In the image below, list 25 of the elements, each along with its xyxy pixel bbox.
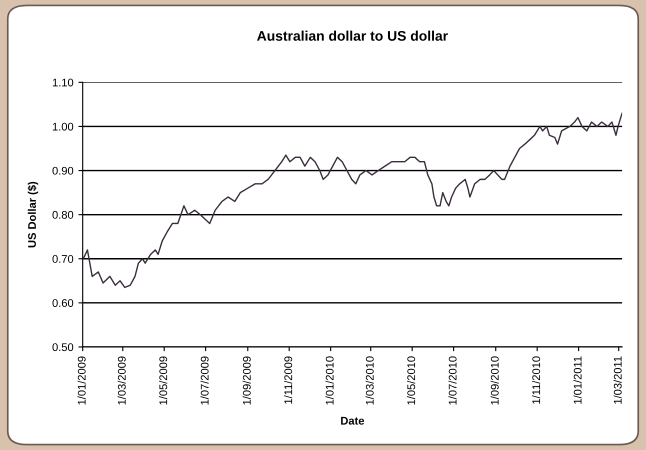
- y-axis-title: US Dollar ($): [28, 182, 38, 248]
- x-tick-label: 1/03/2010: [366, 356, 374, 405]
- x-tick-label: 1/01/2010: [325, 356, 334, 405]
- x-tick-label: 1/11/2009: [284, 356, 292, 404]
- x-tick-label: 1/07/2009: [200, 356, 209, 405]
- y-tick-label: 0.50: [52, 343, 74, 352]
- x-tick-label: 1/05/2010: [407, 356, 416, 405]
- x-tick-label: 1/05/2009: [159, 356, 168, 405]
- x-tick-label: 1/01/2011: [573, 356, 582, 404]
- y-tick-label: 1.00: [52, 122, 74, 131]
- y-tick-label: 0.60: [52, 299, 74, 307]
- y-tick-label: 1.10: [52, 78, 74, 86]
- x-tick-label: 1/09/2010: [490, 356, 499, 405]
- y-tick-label: 0.80: [52, 210, 74, 219]
- line-series: [82, 112, 622, 288]
- chart-title: Australian dollar to US dollar: [257, 30, 448, 41]
- x-tick-label: 1/11/2010: [532, 356, 540, 404]
- x-tick-label: 1/01/2009: [78, 356, 86, 405]
- y-tick-label: 0.70: [52, 255, 74, 263]
- x-tick-label: 1/07/2010: [448, 356, 457, 405]
- x-axis-title: Date: [341, 416, 364, 425]
- x-tick-label: 1/09/2009: [242, 356, 251, 405]
- x-tick-label: 1/03/2011: [614, 356, 622, 404]
- y-tick-label: 0.90: [52, 166, 74, 175]
- x-tick-label: 1/03/2009: [118, 356, 126, 405]
